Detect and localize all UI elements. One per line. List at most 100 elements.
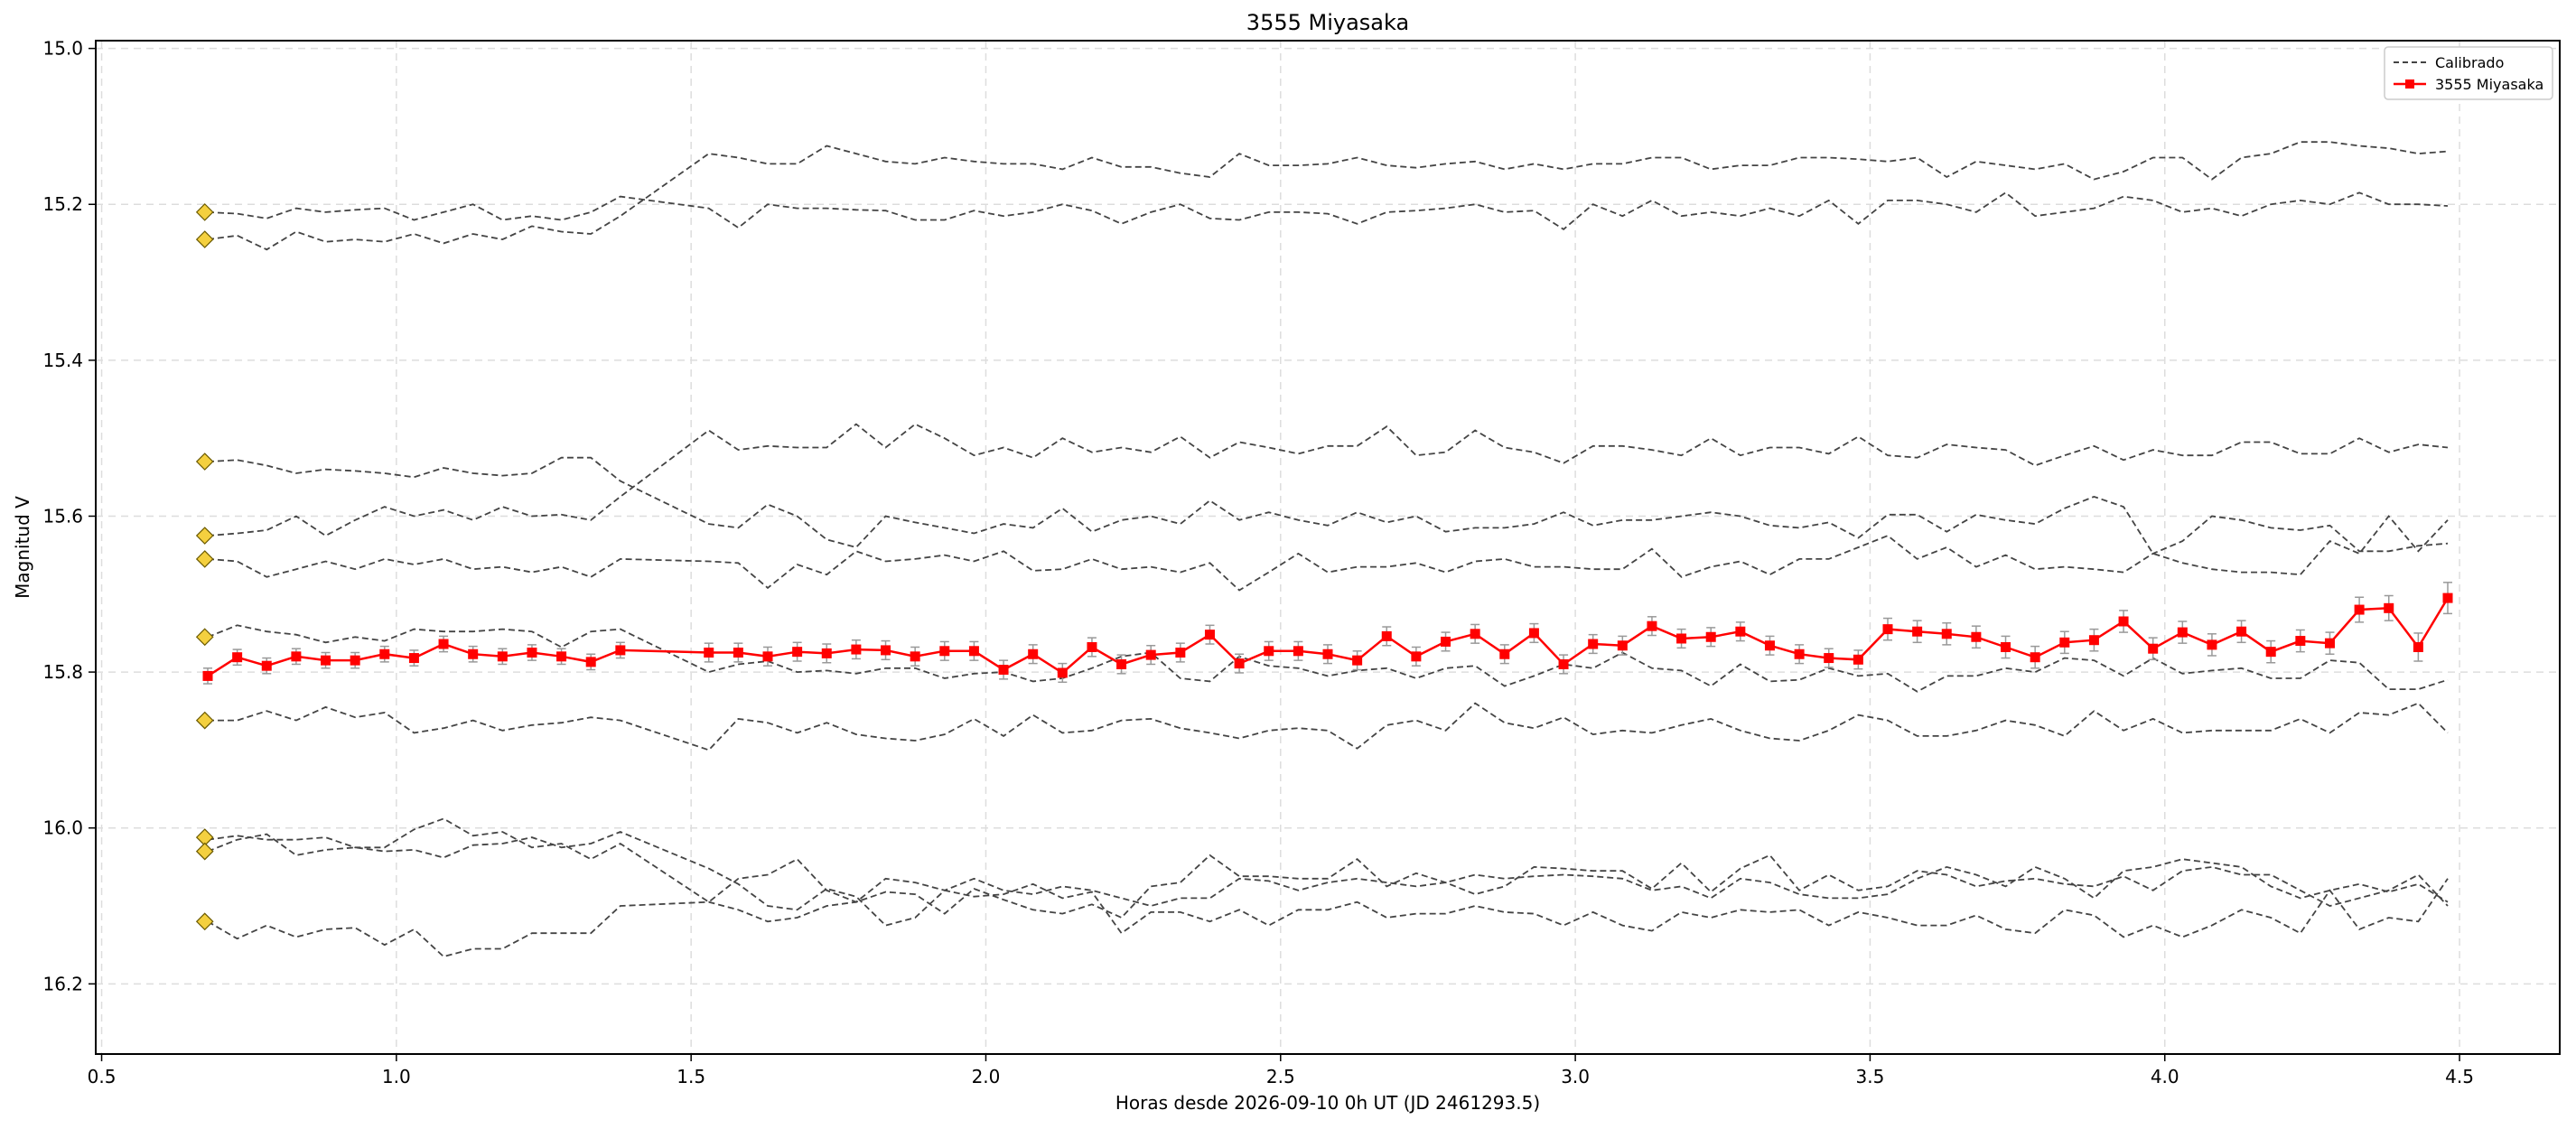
target-data-point [762, 651, 773, 662]
x-axis-title: Horas desde 2026-09-10 0h UT (JD 2461293… [1115, 1092, 1540, 1114]
target-data-point [2384, 602, 2394, 613]
target-data-point [1794, 648, 1805, 659]
target-data-point [1705, 631, 1716, 642]
target-data-point [2442, 592, 2453, 603]
target-data-point [1853, 654, 1863, 665]
x-tick-label: 2.0 [972, 1066, 1001, 1087]
target-data-point [1971, 631, 1982, 642]
target-data-point [1322, 648, 1333, 659]
target-data-point [2088, 635, 2099, 646]
target-data-point [321, 655, 331, 666]
legend-calibrado-label: Calibrado [2435, 54, 2504, 71]
x-tick-label: 1.5 [677, 1066, 705, 1087]
target-data-point [1499, 648, 1510, 659]
target-data-point [851, 644, 862, 655]
target-data-point [1087, 641, 1097, 652]
comparison-star-marker [195, 628, 214, 647]
target-data-point [1264, 646, 1274, 657]
target-data-point [497, 651, 508, 662]
target-data-point [379, 648, 390, 659]
target-data-point [1234, 658, 1245, 669]
target-data-point [438, 639, 449, 649]
target-data-point [910, 651, 920, 662]
comparison-star-markers [195, 203, 214, 931]
y-tick-label: 15.4 [42, 350, 83, 371]
target-data-point [527, 648, 537, 658]
target-data-point [2001, 641, 2011, 652]
target-data-point [1057, 667, 1068, 678]
target-data-point [1145, 649, 1156, 660]
grid-lines [96, 41, 2560, 1054]
target-data-point [202, 670, 213, 681]
target-series-group [202, 582, 2453, 685]
legend-target-label: 3555 Miyasaka [2435, 76, 2543, 93]
comparison-star-marker [195, 453, 214, 471]
calibrated-series-group [207, 141, 2449, 958]
comparison-star-marker [195, 842, 214, 861]
target-data-point [261, 660, 272, 671]
comparison-star-marker [195, 203, 214, 221]
y-tick-label: 15.6 [42, 505, 83, 527]
target-data-point [704, 648, 714, 658]
target-data-point [1764, 640, 1775, 651]
y-axis-ticks: 15.0 15.2 15.4 15.6 15.8 16.0 16.2 [42, 38, 96, 994]
target-data-point [1647, 620, 1657, 631]
y-axis-title: Magnitud V [12, 496, 33, 599]
target-data-point [1735, 626, 1746, 637]
target-data-point [291, 651, 302, 662]
target-data-point [1882, 624, 1893, 635]
plot-frame [95, 40, 2561, 1055]
target-data-point [556, 651, 567, 662]
target-data-point [585, 657, 596, 667]
calibrado-series-line [207, 423, 2449, 537]
target-data-point [1824, 653, 1834, 664]
calibrado-series-line [207, 831, 2449, 938]
target-data-point [2148, 643, 2159, 654]
target-data-point [2413, 641, 2423, 652]
target-data-point [2207, 639, 2217, 650]
target-data-point [1411, 651, 1422, 662]
y-tick-label: 16.0 [42, 817, 83, 839]
target-data-point [2236, 626, 2247, 637]
calibrado-series-line [208, 702, 2449, 751]
target-data-point [2354, 604, 2365, 615]
target-data-point [968, 646, 979, 657]
chart-title: 3555 Miyasaka [1246, 10, 1409, 35]
target-data-point [2324, 638, 2335, 648]
target-data-point [1175, 648, 1186, 658]
target-data-point [1676, 633, 1687, 644]
target-data-point [939, 646, 950, 657]
x-tick-label: 0.5 [88, 1066, 117, 1087]
calibrado-series-line [207, 817, 2449, 907]
target-data-point [350, 655, 360, 666]
target-data-point [1558, 658, 1569, 669]
comparison-star-marker [195, 527, 214, 545]
calibrado-series-line [207, 456, 2449, 576]
y-tick-label: 16.2 [42, 973, 83, 994]
target-data-point [1588, 639, 1599, 649]
target-data-point [1381, 630, 1392, 641]
x-tick-label: 3.5 [1856, 1066, 1885, 1087]
target-data-point [2030, 652, 2040, 663]
comparison-star-marker [195, 912, 214, 931]
target-data-point [1204, 630, 1215, 640]
target-data-point [1352, 655, 1363, 666]
target-data-point [881, 645, 891, 656]
target-data-point [1028, 648, 1039, 659]
y-tick-label: 15.0 [42, 38, 83, 60]
comparison-star-marker [195, 711, 214, 730]
target-data-point [821, 648, 832, 658]
calibrado-series-line [207, 191, 2449, 231]
x-tick-label: 3.0 [1561, 1066, 1590, 1087]
target-data-point [1116, 658, 1127, 669]
legend-frame [2384, 46, 2553, 100]
target-data-point [408, 653, 419, 664]
target-data-point [468, 648, 479, 659]
y-tick-label: 15.8 [42, 661, 83, 683]
x-tick-label: 2.5 [1266, 1066, 1295, 1087]
target-data-point [2118, 616, 2129, 627]
target-data-point [1941, 629, 1952, 639]
legend-target-marker [2405, 79, 2414, 89]
target-data-point [2265, 647, 2276, 658]
